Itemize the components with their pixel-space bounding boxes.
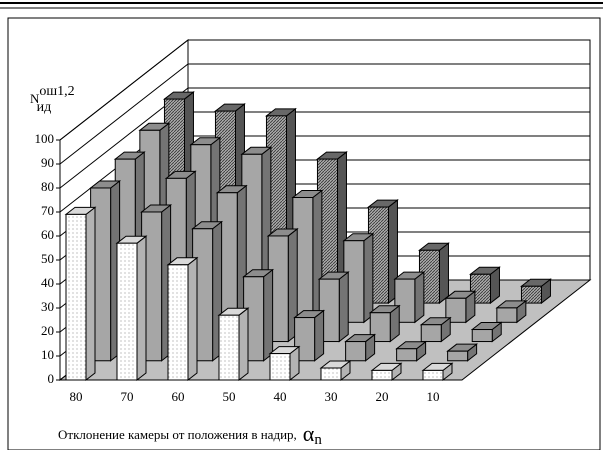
bar-side xyxy=(314,309,325,362)
y-tick-label: 70 xyxy=(41,203,54,218)
y-tick-label: 50 xyxy=(41,251,54,266)
bar-front xyxy=(116,242,138,381)
bar-front xyxy=(496,307,518,323)
bar-front xyxy=(65,213,87,381)
frame xyxy=(7,17,601,450)
bar-front xyxy=(345,341,367,362)
y-label: Nош1,2 ид xyxy=(30,84,75,115)
x-tick-label: 50 xyxy=(223,389,236,404)
y-tick-label: 100 xyxy=(35,131,55,146)
bar xyxy=(444,290,477,324)
bar xyxy=(344,333,377,362)
bar-side xyxy=(263,268,274,362)
bar-front xyxy=(471,329,493,343)
bar xyxy=(115,235,148,382)
bar-side xyxy=(414,271,425,324)
bar xyxy=(367,199,399,305)
bar xyxy=(470,321,503,343)
bar xyxy=(268,345,301,382)
bar xyxy=(217,307,250,382)
bar-front xyxy=(394,278,416,323)
y-tick-label: 0 xyxy=(48,371,55,386)
x-tick-label: 30 xyxy=(325,389,338,404)
bar-side xyxy=(338,271,349,343)
bar-front xyxy=(447,350,469,362)
y-tick-label: 40 xyxy=(41,275,54,290)
x-tick-label: 40 xyxy=(274,389,287,404)
bar-front xyxy=(320,367,342,381)
bar xyxy=(293,309,326,362)
bar-front xyxy=(167,264,189,381)
bar xyxy=(495,299,528,324)
bar-front xyxy=(422,369,444,381)
bar xyxy=(419,316,452,343)
bar-front xyxy=(218,314,240,381)
grid-line xyxy=(59,87,590,189)
bar-side xyxy=(136,235,147,382)
bar-side xyxy=(238,307,249,382)
bar xyxy=(469,266,501,305)
bar-front xyxy=(371,369,393,381)
x-tick-label: 70 xyxy=(121,389,134,404)
bar xyxy=(446,343,479,362)
bar xyxy=(421,362,454,382)
bar-side xyxy=(363,232,374,324)
bar-front xyxy=(445,297,467,323)
x-tick-label: 80 xyxy=(70,389,83,404)
bar-front xyxy=(294,317,316,362)
x-tick-label: 10 xyxy=(427,389,440,404)
bar xyxy=(319,359,352,382)
y-tick-label: 10 xyxy=(41,347,54,362)
bar-front xyxy=(269,353,291,381)
y-tick-label: 60 xyxy=(41,227,54,242)
grid-line xyxy=(59,39,590,141)
bar xyxy=(166,256,199,382)
bar-side xyxy=(187,256,198,382)
x-tick-label: 60 xyxy=(172,389,185,404)
y-tick-label: 90 xyxy=(41,155,54,170)
bar-side xyxy=(85,206,96,382)
bar-front xyxy=(469,273,491,304)
bar xyxy=(520,278,552,305)
bar xyxy=(393,271,426,324)
bar xyxy=(64,206,97,382)
bar-front xyxy=(420,324,442,343)
y-tick-label: 20 xyxy=(41,323,54,338)
y-tick-label: 30 xyxy=(41,299,54,314)
bar-side xyxy=(438,242,449,305)
bar xyxy=(395,340,428,362)
bar xyxy=(266,227,299,343)
bar-front xyxy=(396,348,418,362)
bar xyxy=(317,271,350,343)
grid-line xyxy=(59,63,590,165)
bar xyxy=(370,362,403,382)
x-label: Отклонение камеры от положения в надир, α… xyxy=(58,421,322,448)
bar xyxy=(242,268,275,362)
x-tick-label: 20 xyxy=(376,389,389,404)
bar-front xyxy=(520,285,542,304)
bar xyxy=(342,232,375,324)
y-tick-label: 80 xyxy=(41,179,54,194)
